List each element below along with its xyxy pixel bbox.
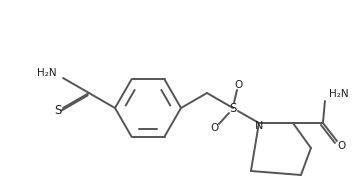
Text: O: O <box>235 80 243 90</box>
Text: H₂N: H₂N <box>37 68 57 78</box>
Text: S: S <box>54 104 62 117</box>
Text: O: O <box>211 123 219 133</box>
Text: H₂N: H₂N <box>329 89 349 99</box>
Text: O: O <box>338 141 346 151</box>
Text: N: N <box>255 121 263 131</box>
Text: S: S <box>229 102 237 115</box>
